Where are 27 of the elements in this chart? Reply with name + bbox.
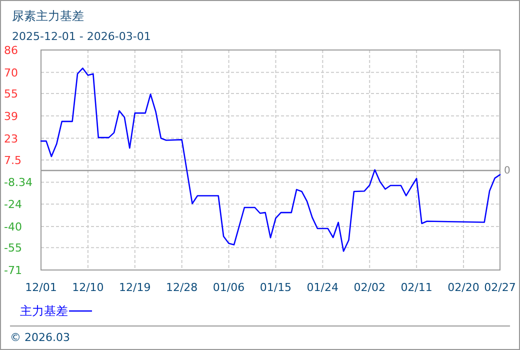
y-tick-label: -24 xyxy=(4,198,22,212)
ref-line-label: 0 xyxy=(504,166,510,177)
y-tick-label: -40 xyxy=(4,220,22,234)
x-tick-label: 02/20 xyxy=(448,281,480,294)
chart-title: 尿素主力基差 xyxy=(12,9,84,23)
x-tick-label: 02/27 xyxy=(484,281,516,294)
y-tick-label: 86 xyxy=(4,44,18,57)
x-tick-label: 12/10 xyxy=(72,281,104,294)
y-tick-label: 7.5 xyxy=(4,154,22,167)
x-tick-label: 12/19 xyxy=(119,281,151,294)
y-tick-label: 70 xyxy=(4,66,18,80)
x-tick-label: 01/06 xyxy=(212,281,245,294)
y-tick-label: 55 xyxy=(4,87,18,100)
text: © 2026.03 xyxy=(10,331,70,344)
x-tick-label: 12/01 xyxy=(25,281,57,294)
legend-label: 主力基差 xyxy=(20,304,68,318)
y-tick-label: -55 xyxy=(4,242,22,255)
x-tick-label: 02/02 xyxy=(354,281,386,294)
x-tick-label: 01/15 xyxy=(260,281,292,294)
y-tick-label: -71 xyxy=(4,264,22,277)
y-tick-label: 39 xyxy=(4,110,18,123)
x-tick-label: 12/28 xyxy=(166,281,198,294)
chart-subtitle: 2025-12-01 - 2026-03-01 xyxy=(12,30,151,43)
x-tick-label: 02/11 xyxy=(400,281,432,294)
y-tick-label: 23 xyxy=(4,132,18,146)
y-tick-label: -8.34 xyxy=(4,176,32,190)
x-tick-label: 01/24 xyxy=(306,281,339,294)
